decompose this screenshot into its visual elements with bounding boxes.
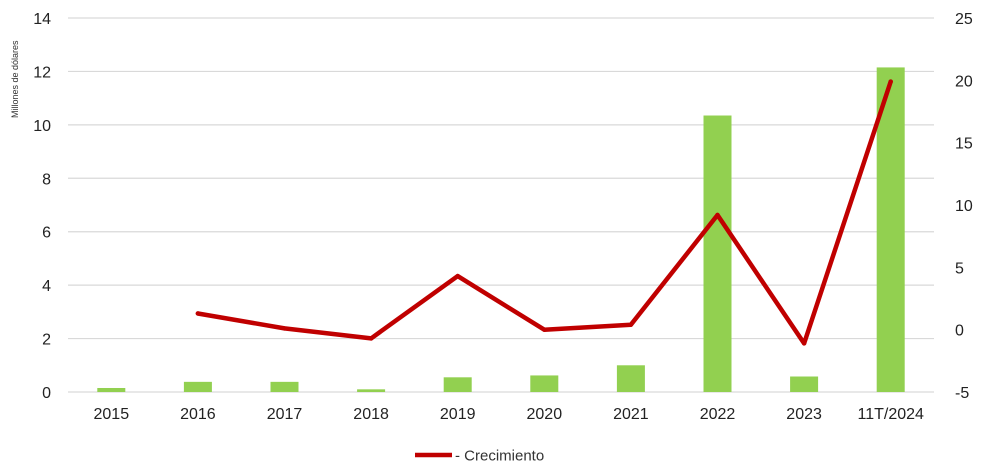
left-tick-label: 6 bbox=[42, 225, 51, 242]
bar-11T/2024 bbox=[876, 67, 905, 393]
bar-2021 bbox=[616, 365, 645, 392]
line-point bbox=[542, 327, 547, 332]
left-tick-label: 10 bbox=[33, 118, 51, 135]
x-tick-label: 2019 bbox=[440, 406, 476, 423]
x-tick-label: 2017 bbox=[267, 406, 303, 423]
line-point bbox=[888, 79, 893, 84]
x-tick-label: 2016 bbox=[180, 406, 216, 423]
y-axis-label: Millones de dólares bbox=[10, 40, 20, 118]
right-tick-label: 15 bbox=[955, 136, 973, 153]
bar-2023 bbox=[790, 376, 819, 392]
right-tick-label: 5 bbox=[955, 260, 964, 277]
x-tick-label: 2015 bbox=[94, 406, 130, 423]
x-tick-label: 2018 bbox=[353, 406, 389, 423]
bar-2020 bbox=[530, 375, 559, 392]
left-tick-label: 14 bbox=[33, 11, 51, 28]
bar-series bbox=[97, 67, 905, 393]
right-axis-ticks: -5 0 5 10 15 20 25 bbox=[955, 11, 973, 402]
left-tick-label: 12 bbox=[33, 64, 51, 81]
right-tick-label: 0 bbox=[955, 323, 964, 340]
line-point bbox=[455, 273, 460, 279]
bar-2018 bbox=[357, 389, 386, 392]
line-point bbox=[801, 341, 807, 346]
left-axis-ticks: 0 2 4 6 8 10 12 14 bbox=[33, 11, 51, 402]
right-tick-label: 25 bbox=[955, 11, 973, 28]
left-tick-label: 4 bbox=[42, 278, 51, 295]
line-point bbox=[282, 326, 287, 331]
right-tick-label: -5 bbox=[955, 385, 969, 402]
x-tick-label: 11T/2024 bbox=[857, 406, 924, 423]
right-tick-label: 10 bbox=[955, 198, 973, 215]
left-tick-label: 8 bbox=[42, 171, 51, 188]
x-axis-ticks: 2015 2016 2017 2018 2019 2020 2021 2022 2023 11T/… bbox=[94, 406, 925, 423]
x-tick-label: 2023 bbox=[786, 406, 822, 423]
left-tick-label: 2 bbox=[42, 332, 51, 349]
line-point bbox=[195, 311, 201, 316]
bar-2019 bbox=[443, 377, 472, 392]
x-tick-label: 2020 bbox=[527, 406, 563, 423]
bar-2017 bbox=[270, 381, 299, 392]
line-series bbox=[195, 79, 893, 346]
left-tick-label: 0 bbox=[42, 385, 51, 402]
line-point bbox=[628, 322, 634, 327]
x-tick-label: 2022 bbox=[700, 406, 736, 423]
line-point bbox=[368, 336, 374, 341]
gridlines bbox=[68, 17, 934, 393]
line-crecimiento bbox=[195, 79, 893, 346]
right-tick-label: 20 bbox=[955, 73, 973, 90]
x-tick-label: 2021 bbox=[613, 406, 649, 423]
legend-label-crecimiento: - Crecimiento bbox=[455, 448, 544, 465]
bar-2022 bbox=[703, 115, 732, 392]
line-point bbox=[715, 212, 720, 218]
bar-2016 bbox=[183, 381, 212, 392]
legend: - Crecimiento bbox=[415, 448, 544, 465]
bar-2015 bbox=[97, 387, 126, 392]
